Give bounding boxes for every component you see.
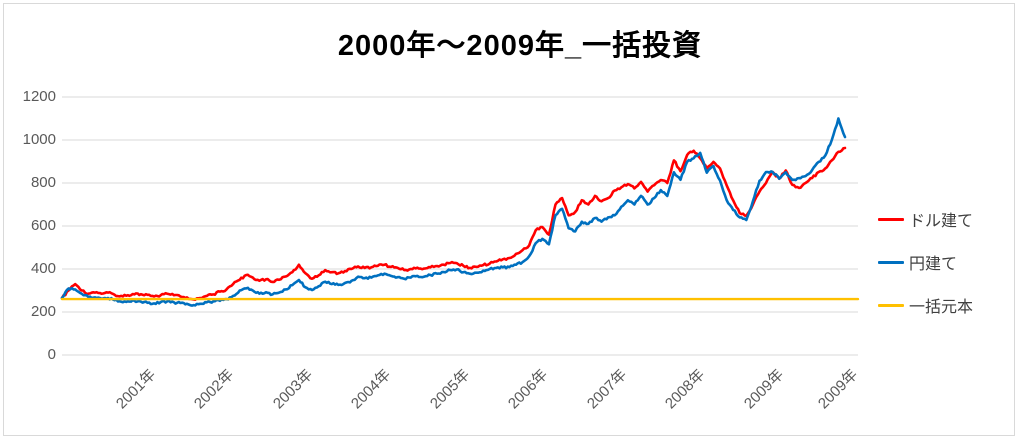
y-axis-tick-label: 600 (30, 217, 56, 234)
series-line-円建て (60, 117, 847, 307)
legend-line-swatch (878, 217, 904, 221)
legend-label: 円建て (909, 256, 958, 273)
y-axis-tick-label: 0 (47, 346, 56, 363)
legend-label: ドル建て (909, 213, 974, 230)
series-line-ドル建て (60, 146, 847, 301)
y-axis-tick-label: 800 (30, 174, 56, 191)
y-axis-tick-label: 1200 (22, 88, 56, 105)
legend-item: 円建て (878, 252, 958, 273)
legend-item: 一括元本 (878, 295, 974, 316)
legend-line-swatch (878, 303, 904, 307)
y-axis-tick-label: 200 (30, 303, 56, 320)
legend-item: ドル建て (878, 209, 974, 230)
chart-frame (3, 3, 1015, 436)
y-axis-tick-label: 1000 (22, 131, 56, 148)
chart-title: 2000年〜2009年_一括投資 (337, 30, 703, 62)
y-axis-tick-label: 400 (30, 260, 56, 277)
legend-line-swatch (878, 260, 904, 264)
legend-label: 一括元本 (909, 299, 974, 316)
